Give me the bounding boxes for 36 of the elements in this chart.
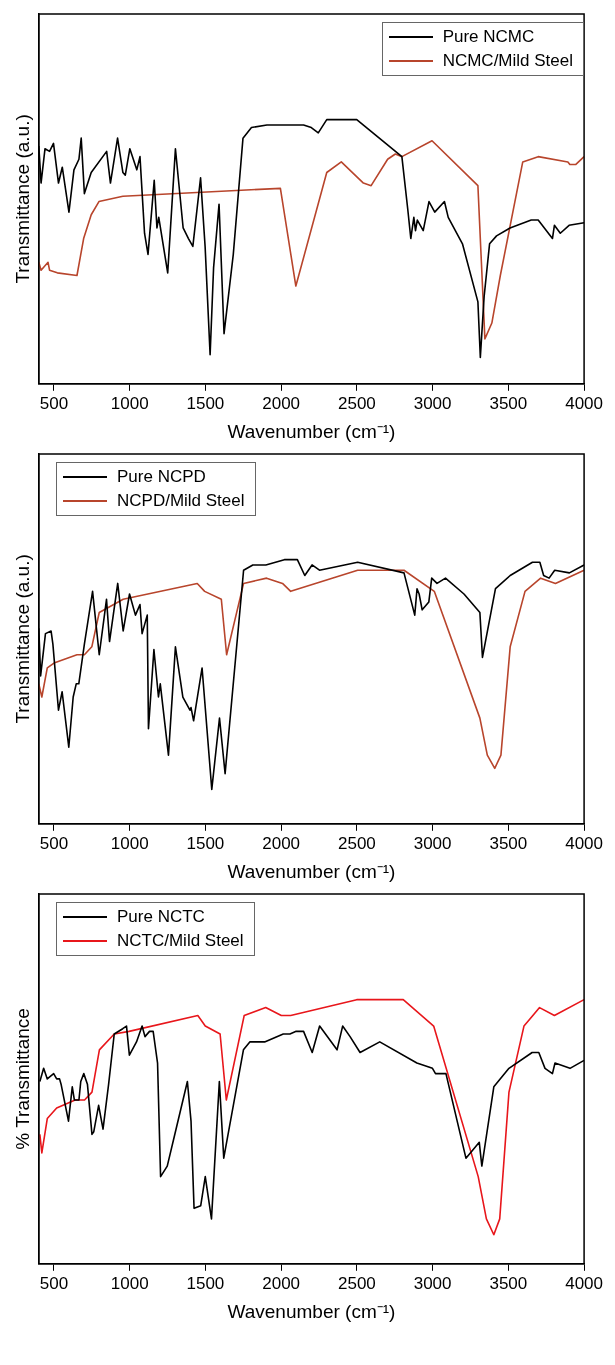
x-tick-label: 500 — [39, 833, 69, 853]
x-tick-label: 3500 — [489, 393, 528, 413]
x-tick-label: 3000 — [413, 393, 452, 413]
legend-label: NCPD/Mild Steel — [117, 490, 245, 512]
x-tick-label: 1500 — [186, 833, 225, 853]
legend-label: Pure NCTC — [117, 906, 205, 928]
x-tick-label: 2000 — [262, 393, 301, 413]
x-tick-label: 2500 — [337, 393, 376, 413]
x-tick-label: 1000 — [110, 393, 149, 413]
x-tick-label: 2500 — [337, 833, 376, 853]
legend-label: NCTC/Mild Steel — [117, 930, 244, 952]
x-axis-title: Wavenumber (cm⁻¹) — [227, 860, 396, 882]
x-tick-label: 2500 — [337, 1273, 376, 1293]
x-tick-label: 1000 — [110, 833, 149, 853]
x-tick-label: 2000 — [262, 833, 301, 853]
y-axis-title: Transmittance (a.u.) — [11, 554, 33, 724]
legend-label: Pure NCPD — [117, 466, 206, 488]
x-tick-label: 1500 — [186, 393, 225, 413]
x-tick-label: 2000 — [262, 1273, 301, 1293]
x-tick-label: 3000 — [413, 833, 452, 853]
legend-label: Pure NCMC — [442, 26, 535, 48]
x-axis-title: Wavenumber (cm⁻¹) — [227, 420, 396, 442]
x-tick-label: 3500 — [489, 1273, 528, 1293]
x-tick-label: 4000 — [565, 1273, 603, 1293]
x-tick-label: 4000 — [565, 393, 603, 413]
legend-label: NCMC/Mild Steel — [442, 50, 573, 72]
y-axis-title: % Transmittance — [11, 1008, 33, 1150]
x-tick-label: 3500 — [489, 833, 528, 853]
x-tick-label: 1000 — [110, 1273, 149, 1293]
x-tick-label: 1500 — [186, 1273, 225, 1293]
x-axis-title: Wavenumber (cm⁻¹) — [227, 1300, 396, 1322]
y-axis-title: Transmittance (a.u.) — [11, 114, 33, 284]
x-tick-label: 4000 — [565, 833, 603, 853]
x-tick-label: 3000 — [413, 1273, 452, 1293]
x-tick-label: 500 — [39, 1273, 69, 1293]
x-tick-label: 500 — [39, 393, 69, 413]
